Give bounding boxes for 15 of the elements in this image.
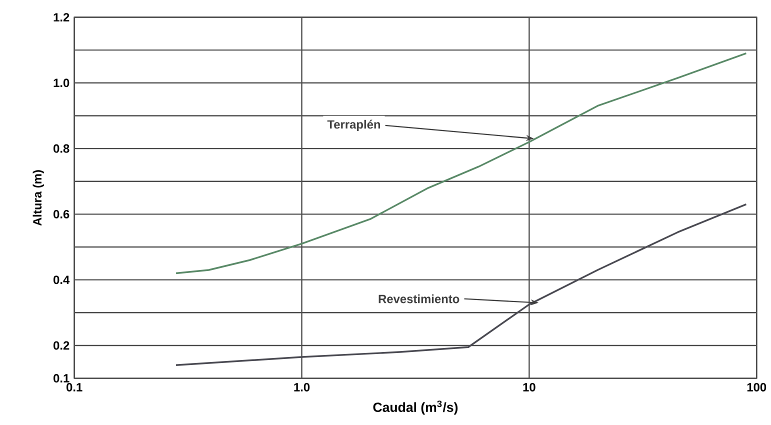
y-tick-label: 0.8 bbox=[54, 144, 70, 153]
x-tick-label: 100 bbox=[747, 383, 766, 392]
x-axis-title: Caudal (m$^{3}$/s) bbox=[373, 400, 458, 415]
y-axis-title: Altura (m) bbox=[32, 170, 44, 226]
y-tick-label: 0.4 bbox=[54, 276, 70, 284]
x-tick-label: 10 bbox=[523, 383, 536, 392]
y-tick-label: 1.0 bbox=[54, 78, 70, 88]
y-tick-label: 1.2 bbox=[54, 13, 70, 22]
y-tick-label: 0.2 bbox=[54, 341, 70, 350]
x-tick-label: 0.1 bbox=[66, 383, 82, 392]
annotation: Revestimiento bbox=[378, 294, 460, 304]
annotation: Terraplén bbox=[327, 120, 380, 132]
y-tick-label: 0.6 bbox=[54, 210, 70, 219]
y-tick-label: 0.1 bbox=[54, 374, 70, 383]
x-tick-label: 1.0 bbox=[294, 383, 310, 392]
